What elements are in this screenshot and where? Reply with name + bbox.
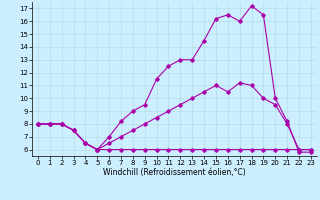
X-axis label: Windchill (Refroidissement éolien,°C): Windchill (Refroidissement éolien,°C) [103, 168, 246, 177]
